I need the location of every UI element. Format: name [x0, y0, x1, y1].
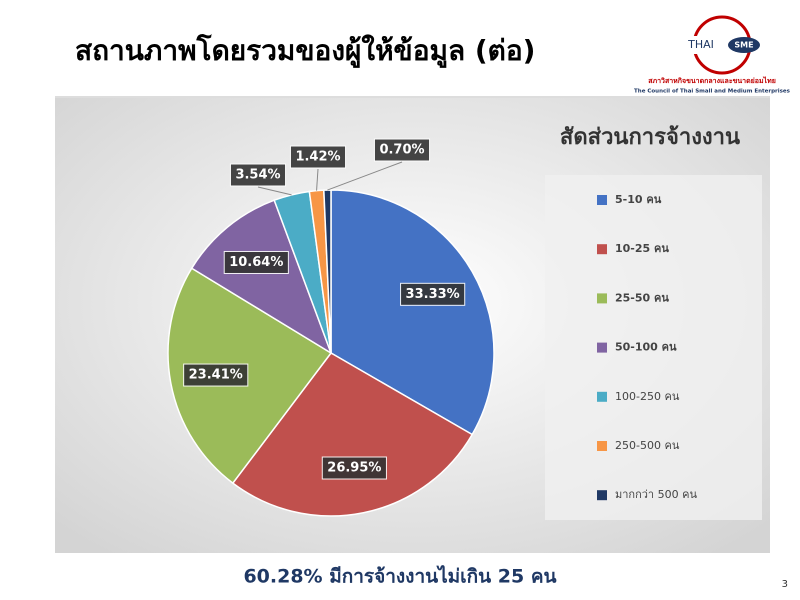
logo-word: THAI — [687, 38, 714, 51]
pie-slice — [323, 189, 332, 354]
pie-slice — [231, 352, 474, 517]
logo-org-thai: สภาวิสาหกิจขนาดกลางและขนาดย่อมไทย — [648, 76, 776, 85]
pie — [167, 189, 495, 517]
data-label: 33.33% — [406, 287, 460, 302]
footer-note: 60.28% มีการจ้างงานไม่เกิน 25 คน — [243, 565, 556, 588]
legend-swatch — [597, 441, 607, 451]
legend: 5-10 คน 10-25 คน 25-50 คน 50-100 คน 100-250 … — [597, 193, 697, 501]
legend-label: มากกว่า 500 คน — [615, 488, 697, 501]
data-label-box — [223, 250, 289, 274]
legend-swatch — [597, 293, 607, 304]
legend-swatch — [597, 391, 607, 402]
data-labels: 33.33% 26.95% 23.41% 10.64% 3.54% 1.42% 0.70% — [183, 138, 466, 480]
slide-title: สถานภาพโดยรวมของผู้ให้ข้อมูล (ต่อ) — [75, 33, 535, 68]
chart-title: สัดส่วนการจ้างงาน — [560, 125, 740, 150]
logo-badge — [728, 37, 760, 53]
data-label-box — [400, 282, 466, 306]
legend-label: 100-250 คน — [615, 390, 680, 403]
data-label: 1.42% — [295, 150, 340, 165]
leader-line — [257, 186, 292, 196]
logo-org-english: The Council of Thai Small and Medium Ent… — [634, 89, 791, 95]
legend-label: 50-100 คน — [615, 341, 677, 354]
pie-slice — [330, 189, 495, 436]
pie-slice — [167, 267, 333, 485]
legend-swatch — [597, 195, 607, 205]
logo: THAI SME สภาวิสาหกิจขนาดกลางและขนาดย่อมไ… — [634, 15, 791, 95]
legend-label: 25-50 คน — [615, 291, 669, 304]
data-label: 26.95% — [327, 461, 381, 476]
data-label: 0.70% — [379, 143, 424, 158]
data-label-box — [321, 456, 387, 480]
legend-swatch — [597, 244, 607, 255]
legend-label: 10-25 คน — [615, 242, 669, 255]
data-label-box — [229, 163, 287, 187]
pie-slice — [190, 199, 333, 355]
data-label: 23.41% — [189, 368, 243, 383]
legend-label: 5-10 คน — [615, 193, 662, 206]
data-label: 10.64% — [229, 255, 283, 270]
leader-line — [316, 168, 319, 191]
data-label: 3.54% — [235, 168, 280, 183]
legend-box — [545, 175, 762, 520]
legend-label: 250-500 คน — [615, 439, 680, 452]
leader-line — [327, 161, 403, 191]
legend-swatch — [597, 490, 607, 501]
data-label-box — [289, 145, 347, 169]
logo-badge-text: SME — [734, 41, 753, 50]
data-label-box — [373, 138, 431, 162]
legend-swatch — [597, 342, 607, 353]
data-label-box — [183, 363, 249, 387]
logo-plate — [684, 36, 718, 54]
page-number: 3 — [782, 579, 788, 590]
